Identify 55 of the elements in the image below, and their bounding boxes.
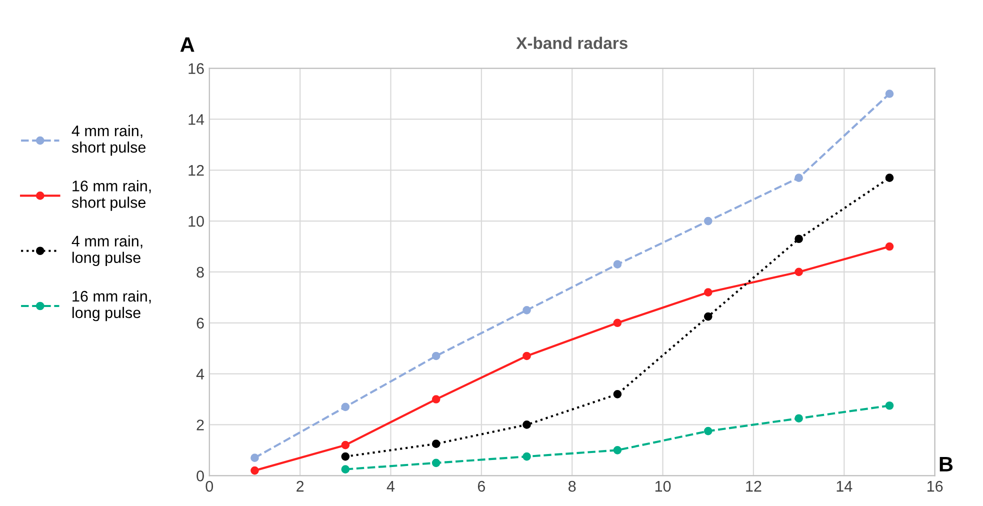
y-tick-label: 16	[188, 63, 204, 74]
y-tick-label: 6	[196, 318, 204, 329]
y-tick-label: 4	[196, 368, 204, 380]
point	[341, 465, 350, 474]
y-tick-label: 14	[188, 114, 204, 125]
point	[613, 446, 622, 454]
y-tick-label: 8	[196, 266, 204, 278]
y-tick-label: 0	[196, 470, 204, 482]
point	[704, 312, 712, 321]
x-tick-label: 8	[568, 480, 576, 492]
point	[885, 174, 894, 182]
legend-label: 4 mm rain, long pulse	[72, 235, 142, 266]
x-axis-title: B	[940, 456, 953, 472]
x-tick-label: 0	[206, 480, 214, 492]
point	[704, 288, 712, 297]
point	[885, 242, 894, 251]
legend-label: 16 mm rain, short pulse	[72, 180, 151, 211]
x-tick-label: 14	[836, 481, 852, 492]
point	[704, 216, 712, 226]
point	[432, 395, 440, 404]
y-tick-label: 2	[196, 420, 204, 430]
chart-title: X-band radars	[516, 36, 628, 50]
point	[250, 454, 259, 462]
point	[250, 466, 259, 475]
point	[794, 234, 803, 244]
point	[613, 260, 622, 269]
point	[794, 268, 803, 276]
point	[885, 401, 894, 410]
point	[522, 420, 531, 429]
point	[341, 440, 350, 450]
point	[613, 318, 622, 328]
y-tick-label: 10	[188, 216, 204, 227]
legend-label: 16 mm rain, long pulse	[72, 290, 151, 322]
point	[794, 414, 803, 423]
point	[432, 458, 440, 468]
point	[704, 426, 712, 436]
x-tick-label: 12	[746, 480, 762, 492]
legend-label: 4 mm rain, short pulse	[72, 125, 146, 156]
point	[522, 452, 531, 461]
x-tick-label: 10	[655, 480, 671, 492]
point	[522, 306, 531, 314]
point	[432, 352, 440, 360]
point	[432, 440, 440, 448]
point	[613, 390, 622, 398]
point	[522, 352, 531, 360]
point	[794, 174, 803, 182]
x-tick-label: 4	[386, 481, 395, 492]
point	[341, 452, 350, 461]
x-tick-label: 6	[478, 480, 485, 492]
y-tick-label: 12	[188, 165, 204, 176]
x-tick-label: 2	[296, 480, 304, 492]
y-axis-title: A	[180, 37, 194, 52]
x-tick-label: 16	[928, 480, 943, 492]
point	[885, 90, 894, 98]
point	[341, 402, 350, 412]
